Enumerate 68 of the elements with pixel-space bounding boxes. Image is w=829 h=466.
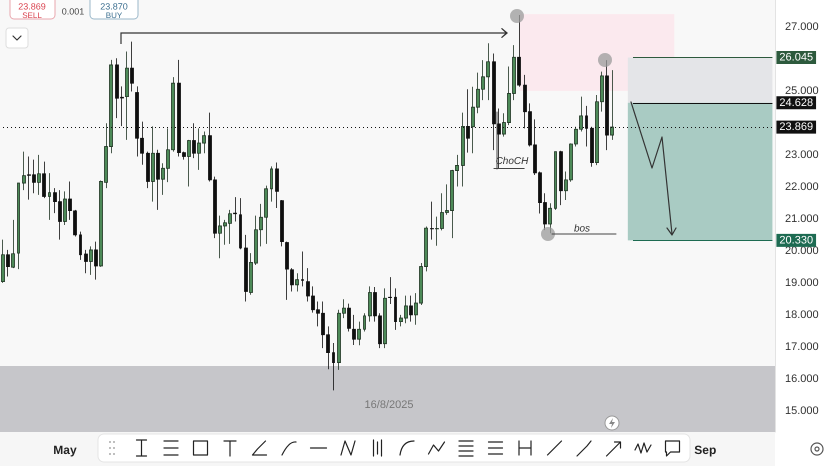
annotation: SELL: [22, 11, 42, 20]
candlestick: [332, 342, 335, 391]
y-tick-label: 18.000: [785, 308, 819, 321]
candlestick: [610, 70, 614, 140]
candlestick: [301, 251, 304, 287]
candlestick: [48, 172, 51, 220]
annotation: 16/8/2025: [364, 398, 414, 411]
y-tick-label: 27.000: [785, 20, 819, 33]
candlestick: [22, 151, 26, 190]
candlestick: [42, 161, 46, 198]
y-tick-label: 16.000: [785, 372, 819, 385]
ref-line-label: 24.628: [779, 96, 814, 109]
candlestick: [156, 149, 160, 210]
annotation: 23.869: [18, 1, 46, 12]
candlestick: [461, 112, 465, 187]
x-tick-label: Sep: [694, 443, 716, 457]
candlestick: [244, 234, 248, 302]
candlestick: [368, 286, 372, 322]
candlestick: [37, 154, 41, 196]
y-tick-label: 19.000: [785, 276, 819, 289]
candlestick: [295, 272, 299, 292]
y-tick-label: 15.000: [785, 404, 819, 417]
candlestick: [146, 151, 150, 189]
candlestick: [430, 201, 434, 240]
y-tick-label: 23.000: [785, 148, 819, 161]
annotation: 0.001: [62, 6, 84, 16]
candlestick: [17, 182, 20, 270]
candlestick: [151, 126, 155, 202]
annotation: 23.870: [100, 1, 128, 12]
ref-line-label: 23.869: [779, 121, 814, 134]
candlestick: [388, 276, 392, 304]
candlestick: [125, 51, 129, 140]
candlestick: [363, 312, 366, 332]
candlestick: [63, 190, 67, 226]
x-tick-label: May: [53, 443, 77, 457]
candlestick: [270, 166, 273, 202]
candlestick: [79, 231, 82, 260]
y-tick-label: 21.000: [785, 212, 819, 225]
candlestick: [347, 303, 351, 332]
annotation: BUY: [106, 11, 123, 20]
candlestick: [233, 196, 237, 222]
ref-line-label: 26.045: [779, 51, 814, 64]
candlestick: [239, 198, 242, 250]
candlestick: [130, 41, 134, 92]
y-tick-label: 20.000: [785, 244, 819, 257]
y-tick-label: 22.000: [785, 180, 819, 193]
candlestick: [352, 314, 356, 346]
candlestick: [275, 162, 279, 208]
candlestick: [94, 241, 98, 280]
candlestick: [409, 295, 413, 322]
candlestick: [89, 246, 93, 276]
y-tick-label: 17.000: [785, 340, 819, 353]
ref-line-label: 20.330: [779, 234, 814, 246]
y-tick-label: 25.000: [785, 84, 819, 97]
candlestick: [383, 288, 387, 349]
candlestick: [357, 321, 361, 346]
candlestick: [290, 268, 294, 292]
annotation: bos: [574, 224, 590, 235]
candlestick: [1, 239, 5, 284]
candlestick: [285, 241, 289, 300]
candlestick: [84, 250, 88, 274]
candlestick: [559, 150, 563, 206]
candlestick: [187, 139, 191, 187]
candlestick: [6, 250, 10, 277]
candlestick: [11, 219, 15, 269]
candlestick: [280, 200, 284, 247]
candlestick: [394, 288, 397, 330]
candlestick: [554, 151, 557, 210]
